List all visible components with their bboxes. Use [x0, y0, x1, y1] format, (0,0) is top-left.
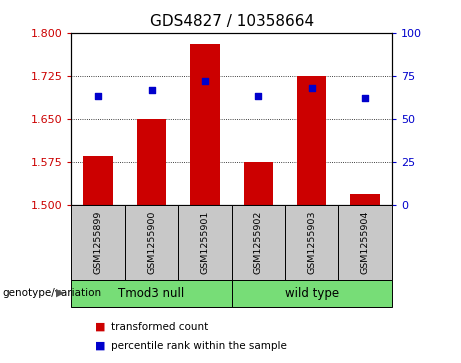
- Point: [254, 94, 262, 99]
- Bar: [244, 162, 273, 205]
- Text: ■: ■: [95, 322, 105, 332]
- Point: [308, 85, 315, 91]
- Point: [361, 95, 369, 101]
- Point: [148, 87, 155, 93]
- Text: GSM1255903: GSM1255903: [307, 211, 316, 274]
- Bar: [83, 156, 113, 205]
- Text: genotype/variation: genotype/variation: [2, 288, 101, 298]
- Text: ▶: ▶: [56, 288, 64, 298]
- Bar: [137, 119, 166, 205]
- Text: wild type: wild type: [285, 287, 339, 299]
- Text: transformed count: transformed count: [111, 322, 208, 332]
- Title: GDS4827 / 10358664: GDS4827 / 10358664: [149, 14, 314, 29]
- Text: GSM1255901: GSM1255901: [201, 211, 209, 274]
- Bar: [350, 193, 380, 205]
- Point: [201, 78, 209, 84]
- Point: [95, 94, 102, 99]
- Text: Tmod3 null: Tmod3 null: [118, 287, 185, 299]
- Bar: [297, 76, 326, 205]
- Text: GSM1255899: GSM1255899: [94, 211, 103, 274]
- Text: GSM1255904: GSM1255904: [361, 211, 370, 274]
- Text: GSM1255902: GSM1255902: [254, 211, 263, 274]
- Text: percentile rank within the sample: percentile rank within the sample: [111, 340, 287, 351]
- Text: ■: ■: [95, 340, 105, 351]
- Bar: [190, 44, 219, 205]
- Text: GSM1255900: GSM1255900: [147, 211, 156, 274]
